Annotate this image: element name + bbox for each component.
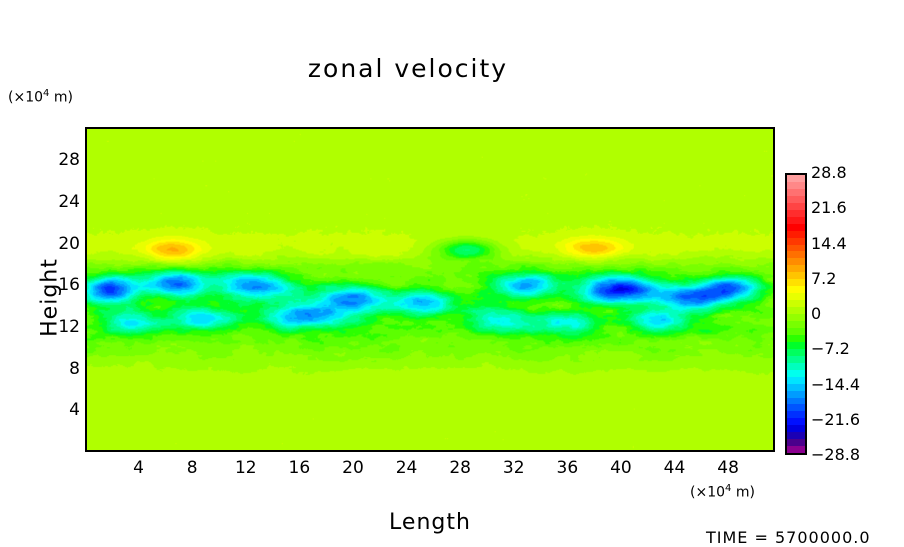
colorbar-band-5	[787, 209, 805, 217]
colorbar-band-36	[787, 425, 805, 433]
colorbar-band-29	[787, 376, 805, 384]
colorbar-band-22	[787, 327, 805, 335]
x-axis-title: Length	[389, 510, 471, 535]
x-tick-24: 24	[395, 458, 418, 478]
colorbar-tick-6: −14.4	[811, 374, 861, 394]
colorbar-band-27	[787, 362, 805, 370]
colorbar-tick-4: 0	[811, 304, 822, 323]
colorbar-band-16	[787, 286, 805, 294]
y-axis-unit-label: (×104 m)	[8, 88, 73, 106]
colorbar-band-8	[787, 230, 805, 238]
y-tick-28: 28	[58, 150, 80, 171]
x-tick-40: 40	[610, 458, 632, 478]
x-tick-16: 16	[288, 458, 311, 478]
colorbar-band-17	[787, 293, 805, 301]
colorbar-band-21	[787, 321, 805, 328]
colorbar-band-7	[787, 223, 805, 231]
colorbar-band-2	[787, 188, 805, 196]
colorbar-band-3	[787, 195, 805, 203]
x-tick-8: 8	[186, 458, 198, 478]
colorbar-tick-8: −28.8	[811, 445, 861, 464]
colorbar-tick-0: 28.8	[811, 163, 847, 182]
colorbar-band-15	[787, 279, 805, 287]
colorbar-band-39	[787, 446, 805, 454]
colorbar-band-31	[787, 390, 805, 398]
colorbar-band-6	[787, 216, 805, 224]
y-tick-12: 12	[58, 317, 80, 337]
colorbar-band-37	[787, 432, 805, 440]
colorbar-tick-7: −21.6	[811, 409, 861, 429]
y-tick-4: 4	[69, 400, 80, 421]
colorbar-tick-labels: 28.8 21.6 14.4 7.2 0 −7.2 −14.4 −21.6 −28.8	[811, 165, 901, 463]
x-tick-36: 36	[556, 458, 579, 478]
x-tick-32: 32	[502, 458, 525, 478]
colorbar-band-10	[787, 244, 805, 252]
colorbar-band-13	[787, 265, 805, 273]
colorbar-band-14	[787, 272, 805, 280]
colorbar-band-33	[787, 404, 805, 412]
x-axis-tick-labels: 4 8 12 16 20 24 28 32 36 40 44 48	[85, 460, 775, 484]
colorbar	[785, 173, 807, 455]
x-tick-44: 44	[663, 458, 686, 478]
zonal-velocity-field	[87, 129, 773, 450]
colorbar-band-30	[787, 383, 805, 391]
colorbar-band-28	[787, 369, 805, 377]
colorbar-band-26	[787, 355, 805, 363]
colorbar-band-25	[787, 348, 805, 356]
colorbar-band-0	[787, 175, 805, 182]
y-tick-24: 24	[58, 192, 80, 212]
colorbar-tick-3: 7.2	[811, 268, 837, 288]
heatmap-plot-area	[85, 127, 775, 452]
x-axis-unit-label: (×104 m)	[690, 483, 755, 501]
colorbar-tick-5: −7.2	[811, 339, 850, 359]
colorbar-band-34	[787, 411, 805, 419]
x-tick-20: 20	[342, 458, 364, 478]
x-tick-12: 12	[234, 458, 257, 478]
y-tick-20: 20	[58, 233, 80, 254]
y-tick-8: 8	[69, 358, 80, 379]
x-tick-48: 48	[717, 458, 739, 478]
x-tick-4: 4	[133, 458, 144, 478]
y-tick-16: 16	[58, 275, 80, 296]
colorbar-band-23	[787, 334, 805, 342]
colorbar-band-12	[787, 258, 805, 266]
page-title: zonal velocity	[307, 54, 509, 83]
colorbar-band-4	[787, 202, 805, 210]
colorbar-band-11	[787, 251, 805, 259]
colorbar-band-9	[787, 237, 805, 245]
time-status-label: TIME = 5700000.0	[706, 528, 871, 547]
colorbar-tick-2: 14.4	[811, 233, 847, 253]
colorbar-band-32	[787, 397, 805, 405]
colorbar-band-35	[787, 418, 805, 426]
colorbar-band-1	[787, 181, 805, 189]
colorbar-band-38	[787, 439, 805, 447]
colorbar-band-19	[787, 307, 805, 315]
colorbar-band-24	[787, 341, 805, 349]
colorbar-band-20	[787, 314, 805, 322]
colorbar-band-18	[787, 300, 805, 308]
x-tick-28: 28	[449, 458, 471, 478]
colorbar-tick-1: 21.6	[811, 198, 847, 218]
y-axis-tick-labels: 4 8 12 16 20 24 28	[40, 127, 80, 452]
